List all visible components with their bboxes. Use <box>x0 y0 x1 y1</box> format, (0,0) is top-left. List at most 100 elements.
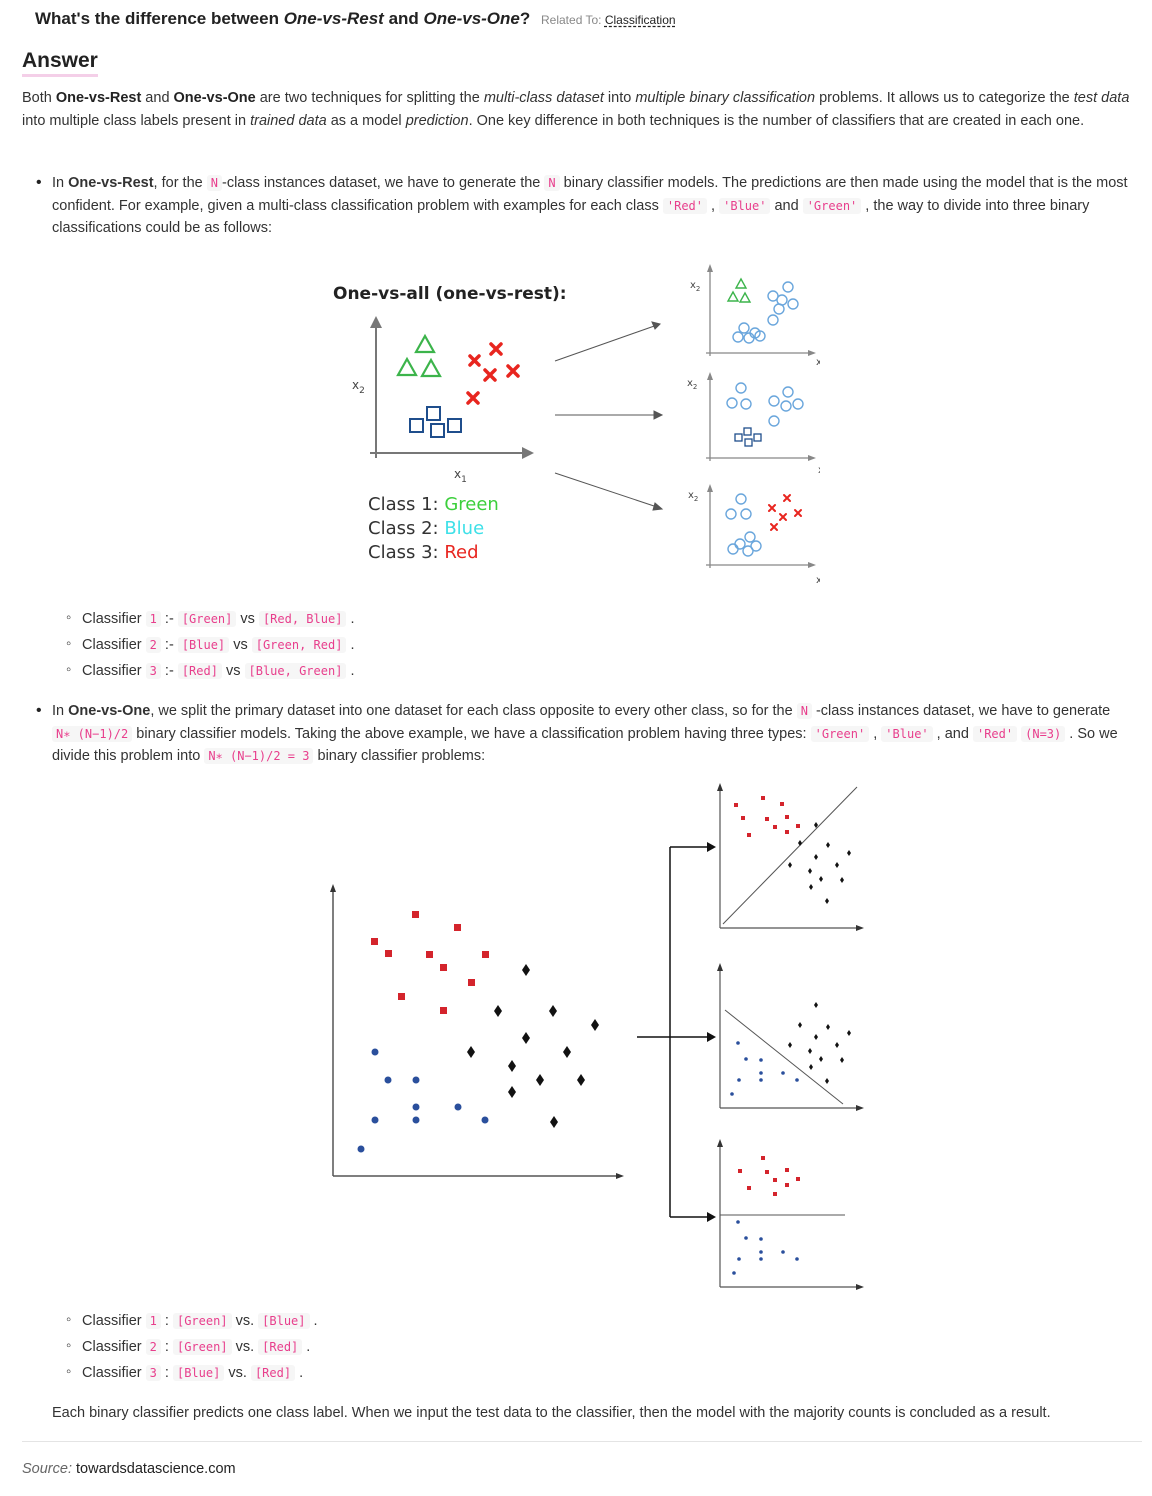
ovr-bullet: In One-vs-Rest, for the N-class instance… <box>36 172 1132 240</box>
question-term-1: One-vs-Rest <box>283 9 384 28</box>
inline-code: [Blue] <box>177 637 230 653</box>
text: : <box>160 1365 173 1381</box>
inline-code: 'Red' <box>972 725 1018 742</box>
question-text: and <box>383 9 424 28</box>
text: vs <box>221 663 245 679</box>
text: are two techniques for splitting the <box>255 90 484 106</box>
inline-code: 1 <box>145 611 161 627</box>
text: -class instances dataset, we have to gen… <box>811 703 1111 719</box>
svg-text:x1: x1 <box>816 575 820 588</box>
text: binary classifier problems: <box>313 748 486 764</box>
answer-heading: Answer <box>22 48 98 77</box>
text: , <box>707 197 720 214</box>
ovr-classifier-2: Classifier 2 :- [Blue] vs [Green, Red] . <box>66 633 354 656</box>
text: vs. <box>231 1313 259 1329</box>
inline-code: 1 <box>145 1313 161 1329</box>
text: . <box>295 1365 304 1381</box>
text: . <box>346 611 355 627</box>
text: into multiple class labels present in <box>22 112 251 129</box>
text: :- <box>160 637 178 653</box>
inline-code: (N=3) <box>1021 725 1066 742</box>
text: binary classifier models. Taking the abo… <box>132 725 811 742</box>
text: . <box>302 1339 311 1355</box>
conclusion-paragraph: Each binary classifier predicts one clas… <box>52 1405 1051 1421</box>
ovo-subplot-3 <box>717 1139 864 1290</box>
x-axis-label: x1 <box>454 467 467 485</box>
source-value: towardsdatascience.com <box>76 1461 236 1477</box>
inline-code: 'Blue' <box>881 725 933 742</box>
inline-code: N∗ (N−1)/2 = 3 <box>204 748 314 764</box>
text: as a model <box>326 112 406 129</box>
svg-text:x1: x1 <box>818 465 820 478</box>
text: In <box>52 703 69 719</box>
ovr-figure: One-vs-all (one-vs-rest): x2 x1 <box>333 264 820 588</box>
source-label: Source: <box>22 1461 72 1477</box>
italic-term: multi-class dataset <box>483 90 604 106</box>
text: . <box>346 663 355 679</box>
text: into <box>603 90 636 106</box>
text: , the way to divide into three binary cl… <box>52 197 1090 237</box>
inline-code: 'Blue' <box>719 197 771 214</box>
bold-term: One-vs-Rest <box>68 175 154 191</box>
text: Classifier <box>82 611 146 627</box>
text: binary classifier models. The prediction… <box>52 175 1128 214</box>
text: vs <box>229 637 252 653</box>
text: Classifier <box>82 663 146 679</box>
text: In <box>52 175 69 191</box>
split-arrows <box>554 321 664 511</box>
black-diamond-markers <box>467 964 599 1128</box>
svg-text:x1: x1 <box>816 357 820 370</box>
text: vs <box>236 611 259 627</box>
inline-code: N <box>206 175 222 191</box>
ovo-figure <box>330 783 864 1290</box>
bold-term: One-vs-One <box>173 90 256 106</box>
inline-code: [Red] <box>250 1365 296 1381</box>
inline-code: [Red, Blue] <box>258 611 347 627</box>
inline-code: [Green] <box>177 611 237 627</box>
question-text: ? <box>519 9 531 28</box>
text: Classifier <box>82 1313 146 1329</box>
text: , and <box>932 725 973 742</box>
inline-code: 'Green' <box>810 725 870 742</box>
ovr-subplot-3: x2 x1 <box>688 484 820 588</box>
ovr-classifier-3: Classifier 3 :- [Red] vs [Blue, Green] . <box>66 659 355 682</box>
related-label: Related To: <box>541 13 602 27</box>
related-link[interactable]: Classification <box>604 13 676 27</box>
inline-code: [Blue, Green] <box>244 663 347 679</box>
text: Classifier <box>82 637 146 653</box>
ovo-classifier-3: Classifier 3 : [Blue] vs. [Red] . <box>66 1361 304 1384</box>
ovo-bullet: In One-vs-One, we split the primary data… <box>36 700 1132 768</box>
text: . <box>309 1313 318 1329</box>
ovr-subplot-1: x2 x1 <box>690 264 820 370</box>
text: Classifier <box>82 1339 146 1355</box>
split-connectors <box>637 846 710 1218</box>
inline-code: N <box>544 175 560 191</box>
red-cross-markers <box>466 342 520 405</box>
inline-code: N <box>796 703 812 719</box>
question-title: What's the difference between One-vs-Res… <box>35 9 676 29</box>
inline-code: [Blue] <box>172 1365 225 1381</box>
text: . One key difference in both techniques … <box>468 112 1085 129</box>
text: , <box>869 725 882 742</box>
inline-code: [Green] <box>172 1313 232 1329</box>
text: and <box>770 197 803 214</box>
svg-text:Class 1: Green: Class 1: Green <box>368 494 499 515</box>
svg-text:Class 3: Red: Class 3: Red <box>368 542 479 563</box>
text: . So we divide this problem into <box>52 725 1118 765</box>
bold-term: One-vs-One <box>68 703 151 719</box>
inline-code: [Red] <box>177 663 222 679</box>
text: :- <box>160 663 178 679</box>
main-axes <box>370 316 534 459</box>
text: problems. It allows us to categorize the <box>815 90 1074 106</box>
text: , for the <box>153 175 207 191</box>
inline-code: [Green, Red] <box>251 637 347 653</box>
inline-code: 3 <box>145 663 161 679</box>
text: vs. <box>231 1339 259 1355</box>
inline-code: [Green] <box>172 1339 232 1355</box>
text: : <box>160 1313 173 1329</box>
text: , we split the primary dataset into one … <box>150 703 797 719</box>
green-triangle-markers <box>396 333 442 378</box>
intro-paragraph: Both One-vs-Rest and One-vs-One are two … <box>22 87 1130 132</box>
blue-dot-markers <box>357 1048 489 1153</box>
